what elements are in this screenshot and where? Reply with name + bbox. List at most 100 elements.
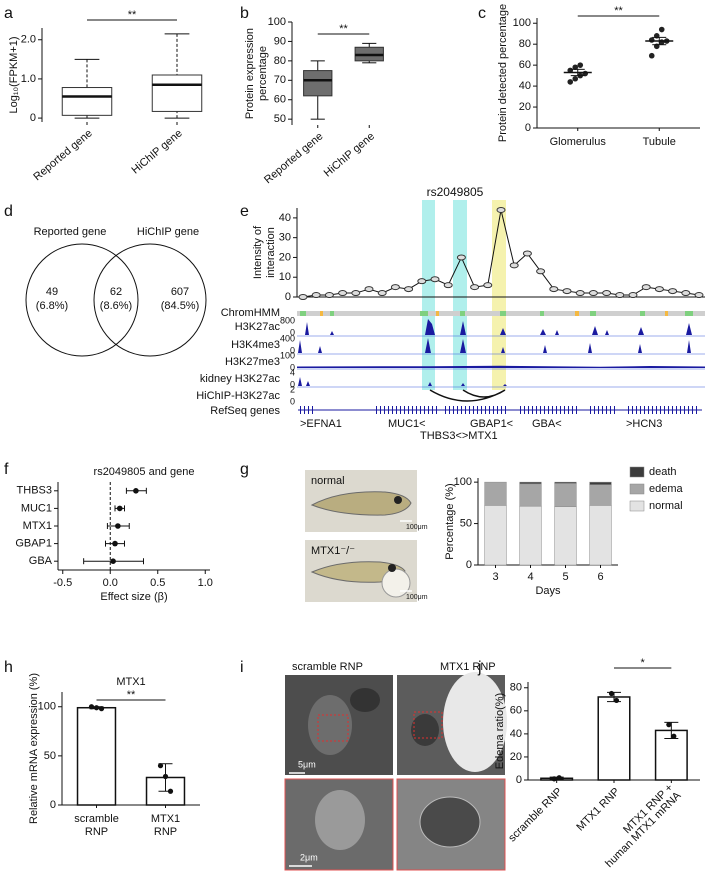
chart-title: rs2049805 and gene <box>94 466 195 478</box>
effect-point <box>110 558 116 564</box>
effect-point <box>115 523 121 529</box>
effect-point <box>133 488 139 494</box>
y-tick-label: 70 <box>274 74 286 86</box>
y-tick-label: 100 <box>268 16 286 28</box>
panel-letter: h <box>4 659 13 676</box>
y-tick-label: 0 <box>285 291 291 303</box>
image-label: MTX1⁻/⁻ <box>311 545 355 557</box>
point <box>658 39 665 45</box>
interaction-point <box>377 290 387 297</box>
interaction-point <box>338 290 348 297</box>
stacked-bar <box>519 505 542 566</box>
y-axis-label: Relative mRNA expression (%) <box>28 673 40 824</box>
panel-letter: c <box>478 5 486 22</box>
panel-letter: a <box>4 5 13 22</box>
point <box>608 690 615 697</box>
region-count: 49 <box>46 286 58 298</box>
track-label: ChromHMM <box>221 307 280 319</box>
point <box>551 776 557 782</box>
x-tick-label: HiChIP gene <box>322 130 377 179</box>
y-tick-label: 40 <box>510 728 522 740</box>
interaction-point <box>575 290 585 297</box>
significance-label: * <box>641 657 646 669</box>
y-tick-label: 100 <box>454 476 472 488</box>
track-separators <box>297 335 705 388</box>
interaction-point <box>351 290 361 297</box>
interaction-point <box>694 292 704 299</box>
em-texture <box>443 672 507 772</box>
y-tick-label: 0 <box>30 112 36 124</box>
y-tick-label: 100 <box>38 701 56 713</box>
point <box>658 26 665 33</box>
legend-label: death <box>649 466 677 478</box>
track-label: RefSeq genes <box>210 405 280 417</box>
bar <box>76 706 117 806</box>
x-tick-label: 0.0 <box>103 577 118 589</box>
y-axis-label: percentage <box>257 46 269 101</box>
highlight-band <box>453 200 467 390</box>
x-axis-label: Effect size (β) <box>100 591 167 603</box>
x-tick-label: Glomerulus <box>550 136 607 148</box>
region-count: 62 <box>110 286 122 298</box>
legend-swatch <box>629 483 645 495</box>
venn-circle <box>25 243 139 357</box>
box <box>61 87 113 116</box>
y-tick-label: 20 <box>519 101 531 113</box>
y-tick-label: 0 <box>525 122 531 134</box>
y-tick-label: 40 <box>279 212 291 224</box>
legend-label: edema <box>649 483 684 495</box>
image-label: MTX1 RNP <box>440 661 496 673</box>
y-tick-label: GBA <box>29 555 53 567</box>
y-axis-label: Intensity of <box>252 225 264 279</box>
track-label: HiChIP-H3K27ac <box>196 390 280 402</box>
interaction-point <box>324 292 334 299</box>
stacked-bar <box>519 483 542 507</box>
interaction-point <box>483 282 493 289</box>
signal-tracks <box>297 319 705 386</box>
point <box>157 763 164 769</box>
interaction-point <box>496 206 506 213</box>
effect-point <box>116 505 123 512</box>
interaction-point <box>536 268 546 275</box>
em-texture <box>308 695 352 755</box>
y-tick-label: 80 <box>519 38 531 50</box>
y-tick-label: MUC1 <box>21 502 52 514</box>
box <box>303 70 333 97</box>
interaction-point <box>615 292 625 299</box>
interaction-point <box>681 290 691 297</box>
x-tick-label: Tubule <box>643 136 676 148</box>
x-tick-label: scramble <box>74 813 119 825</box>
chart-title: MTX1 <box>116 676 145 688</box>
interaction-point <box>404 286 414 293</box>
legend-swatch <box>629 466 645 478</box>
point <box>93 705 100 711</box>
image-label: normal <box>311 475 345 487</box>
point <box>648 37 655 43</box>
panel-letter: b <box>240 5 249 22</box>
point <box>98 706 105 712</box>
track-scale: 100 <box>280 350 295 360</box>
gene-label: THBS3<>MTX1 <box>420 430 498 442</box>
stacked-bar <box>589 505 612 566</box>
x-tick-label: Reported gene <box>262 130 325 186</box>
fish-edema <box>381 568 411 598</box>
stacked-bar <box>554 506 577 566</box>
set-label: Reported gene <box>34 226 107 238</box>
y-tick-label: 90 <box>274 35 286 47</box>
panel-letter: f <box>4 461 9 478</box>
fish-eye <box>394 496 402 504</box>
scale-bar-label: 2μm <box>300 852 318 862</box>
interaction-point <box>470 284 480 291</box>
region-percent: (8.6%) <box>100 300 132 312</box>
x-tick-label: 6 <box>597 571 603 583</box>
stacked-bar <box>589 481 612 485</box>
x-tick-label: scramble RNP <box>506 786 565 845</box>
y-tick-label: 80 <box>274 55 286 67</box>
point <box>572 64 579 71</box>
y-axis-label: Edema ratio(%) <box>494 693 506 769</box>
x-tick-label: human MTX1 mRNA <box>603 789 684 870</box>
y-axis-label: Log₁₀(FPKM+1) <box>8 36 20 113</box>
x-tick-label: 3 <box>492 571 498 583</box>
interaction-point <box>311 292 321 299</box>
fish-eye <box>388 564 396 572</box>
